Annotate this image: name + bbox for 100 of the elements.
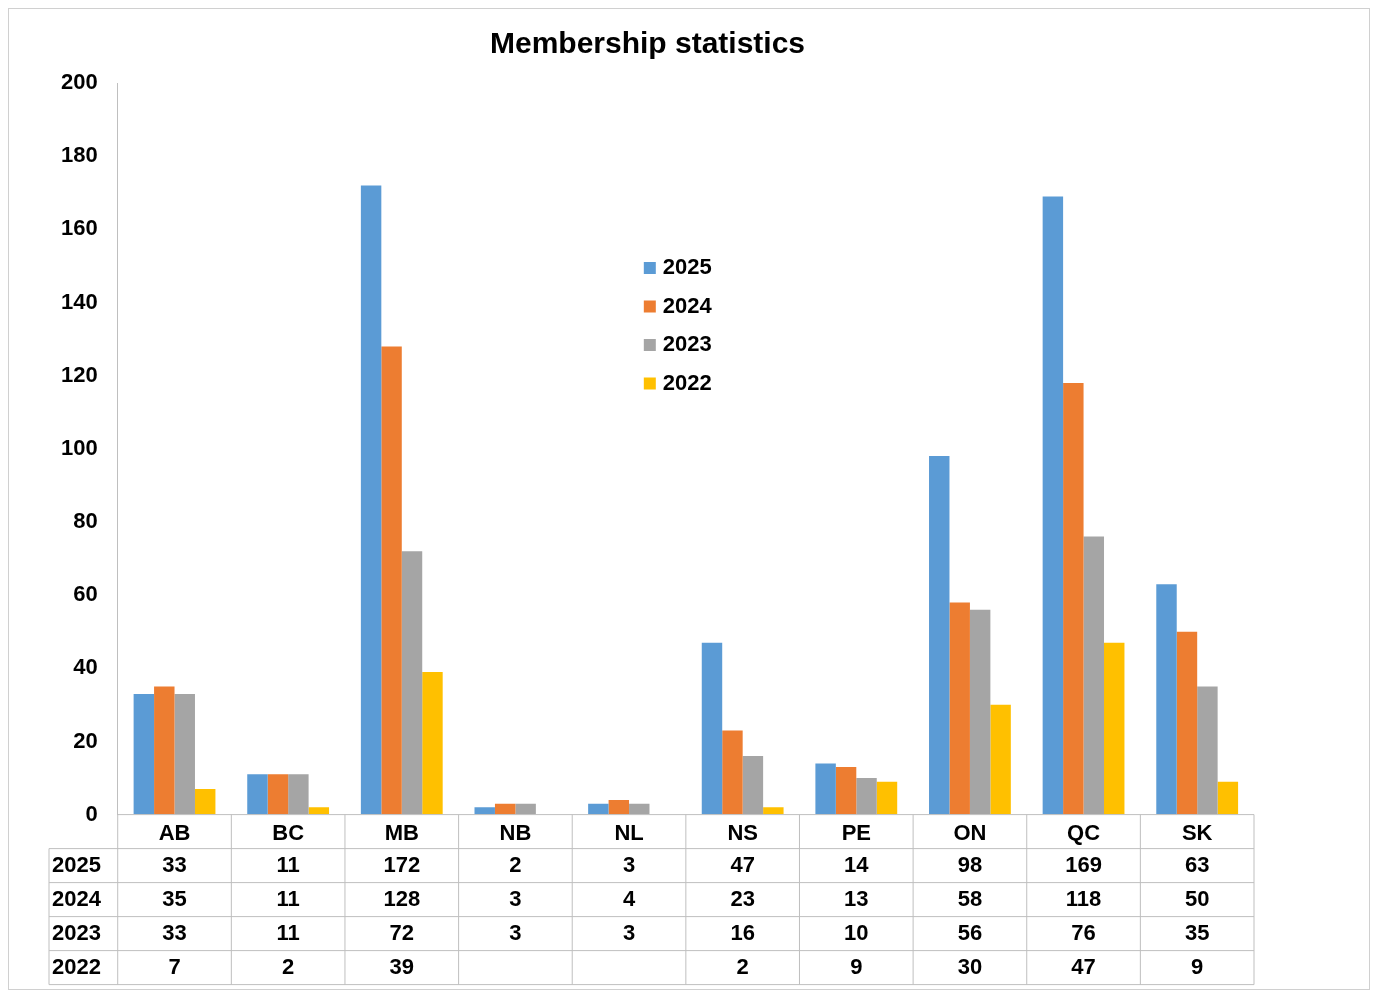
bar xyxy=(133,693,155,815)
bar xyxy=(515,803,536,815)
bar xyxy=(815,763,836,815)
data-label: 3 xyxy=(622,851,636,877)
data-label: 47 xyxy=(730,851,755,877)
text: 2025 xyxy=(52,851,101,877)
y-tick-label: 80 xyxy=(73,508,98,534)
text: 2023 xyxy=(52,919,101,945)
bar xyxy=(288,774,309,815)
x-tick-label: NL xyxy=(614,819,644,845)
bar xyxy=(247,774,268,815)
bar xyxy=(835,767,857,815)
bar xyxy=(1197,686,1218,815)
bar xyxy=(360,185,382,815)
bar xyxy=(1217,781,1239,815)
y-tick-label: 160 xyxy=(60,215,98,241)
bar xyxy=(154,686,175,815)
data-label: 3 xyxy=(622,919,636,945)
bar xyxy=(174,693,195,815)
data-label: 39 xyxy=(389,953,415,979)
bar xyxy=(381,346,402,815)
x-tick-label: NB xyxy=(499,819,532,845)
y-tick-label: 140 xyxy=(60,288,98,314)
legend-label: 2025 xyxy=(662,254,712,280)
y-tick-label: 0 xyxy=(85,800,98,826)
bar xyxy=(701,642,723,815)
data-label: 35 xyxy=(1184,919,1210,945)
bar xyxy=(742,756,764,815)
x-tick-label: NS xyxy=(727,819,758,845)
data-label: 13 xyxy=(844,885,869,911)
bar xyxy=(588,803,609,815)
data-label: 128 xyxy=(383,885,421,911)
bar xyxy=(876,781,898,815)
data-label: 169 xyxy=(1065,851,1102,877)
data-label: 72 xyxy=(389,919,415,945)
bar xyxy=(401,551,423,815)
bar xyxy=(949,602,970,815)
data-label: 76 xyxy=(1071,919,1096,945)
bar xyxy=(422,671,443,815)
bar xyxy=(194,788,216,815)
bar xyxy=(474,807,495,815)
data-label: 35 xyxy=(162,885,187,911)
x-tick-label: BC xyxy=(272,819,305,845)
data-label: 11 xyxy=(276,919,300,945)
bar xyxy=(990,704,1011,815)
y-tick-label: 180 xyxy=(60,142,98,168)
bar xyxy=(1063,382,1084,815)
y-tick-label: 100 xyxy=(60,434,98,460)
y-tick-label: 200 xyxy=(60,69,98,95)
data-label: 2 xyxy=(509,851,522,877)
data-label: 4 xyxy=(622,885,636,911)
text: 2024 xyxy=(52,885,101,911)
bar xyxy=(969,609,991,815)
data-label: 3 xyxy=(509,919,522,945)
bar xyxy=(1104,642,1125,815)
y-tick-label: 40 xyxy=(73,654,98,680)
x-tick-label: QC xyxy=(1067,819,1101,845)
data-label: 10 xyxy=(844,919,869,945)
data-label: 30 xyxy=(957,953,983,979)
data-label: 11 xyxy=(276,851,300,877)
bar xyxy=(1156,584,1177,815)
bar xyxy=(929,456,950,815)
x-tick-label: MB xyxy=(384,819,419,845)
bar xyxy=(267,774,289,815)
data-label: 2 xyxy=(282,953,295,979)
data-label: 11 xyxy=(276,885,300,911)
data-label: 2 xyxy=(736,953,749,979)
y-tick-label: 20 xyxy=(73,727,98,753)
legend-label: 2024 xyxy=(662,292,713,318)
legend-label: 2022 xyxy=(662,369,712,395)
data-label: 3 xyxy=(509,885,522,911)
data-label: 47 xyxy=(1071,953,1096,979)
legend-label: 2023 xyxy=(662,331,712,357)
bar xyxy=(1042,196,1064,815)
data-label: 9 xyxy=(1191,953,1204,979)
data-label: 172 xyxy=(383,851,421,877)
data-label: 9 xyxy=(850,953,863,979)
bar xyxy=(722,730,743,815)
x-tick-label: ON xyxy=(953,819,987,845)
data-label: 63 xyxy=(1184,851,1210,877)
data-label: 98 xyxy=(957,851,983,877)
data-label: 33 xyxy=(162,919,187,945)
bar xyxy=(1083,536,1105,815)
bar xyxy=(308,807,330,815)
data-label: 16 xyxy=(730,919,755,945)
data-label: 14 xyxy=(844,851,870,877)
y-tick-label: 60 xyxy=(73,581,98,607)
chart-title: Membership statistics xyxy=(489,26,806,60)
bar xyxy=(1176,631,1198,815)
x-tick-label: AB xyxy=(158,819,191,845)
x-tick-label: PE xyxy=(841,819,871,845)
y-tick-label: 120 xyxy=(60,361,98,387)
data-label: 7 xyxy=(168,953,181,979)
data-label: 33 xyxy=(162,851,187,877)
text: 2022 xyxy=(52,953,101,979)
data-label: 50 xyxy=(1184,885,1210,911)
bar xyxy=(763,807,784,815)
x-tick-label: SK xyxy=(1181,819,1213,845)
data-label: 23 xyxy=(730,885,755,911)
data-label: 56 xyxy=(957,919,983,945)
